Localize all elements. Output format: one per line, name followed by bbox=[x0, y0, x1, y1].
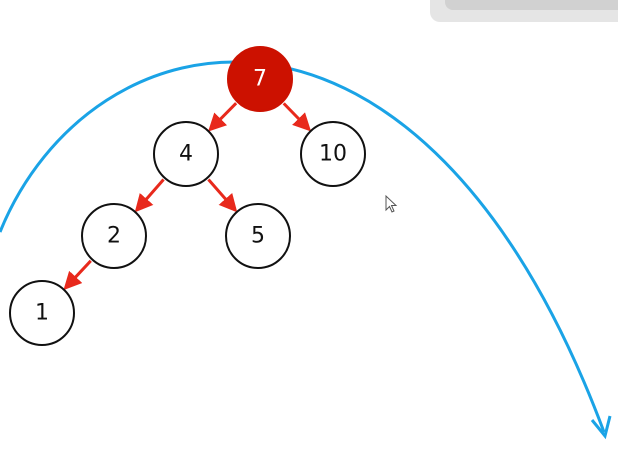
nodes: 7 4 10 2 5 1 bbox=[9, 46, 366, 346]
tree-node-10: 10 bbox=[300, 121, 366, 187]
mouse-pointer-icon bbox=[385, 194, 398, 213]
node-circle bbox=[227, 46, 293, 112]
node-circle bbox=[225, 203, 291, 269]
node-circle bbox=[300, 121, 366, 187]
node-circle bbox=[153, 121, 219, 187]
tree-node-4: 4 bbox=[153, 121, 219, 187]
node-label: 10 bbox=[319, 142, 347, 167]
edge-n7-n10 bbox=[282, 102, 312, 132]
node-label: 2 bbox=[107, 224, 121, 249]
edge-n7-n4 bbox=[208, 102, 238, 132]
traversal-curve-arrowhead bbox=[590, 415, 612, 440]
tree-node-1: 1 bbox=[9, 280, 75, 346]
node-label: 5 bbox=[251, 224, 265, 249]
node-label: 7 bbox=[253, 67, 267, 92]
edge-n4-n5 bbox=[207, 178, 238, 213]
node-label: 1 bbox=[35, 301, 49, 326]
node-circle bbox=[81, 203, 147, 269]
tree-node-7: 7 bbox=[227, 46, 293, 112]
edges bbox=[63, 102, 312, 291]
node-circle bbox=[9, 280, 75, 346]
node-label: 4 bbox=[179, 142, 193, 167]
tree-node-5: 5 bbox=[225, 203, 291, 269]
edge-n2-n1 bbox=[63, 259, 92, 291]
tree-node-2: 2 bbox=[81, 203, 147, 269]
edge-n4-n2 bbox=[134, 178, 165, 213]
